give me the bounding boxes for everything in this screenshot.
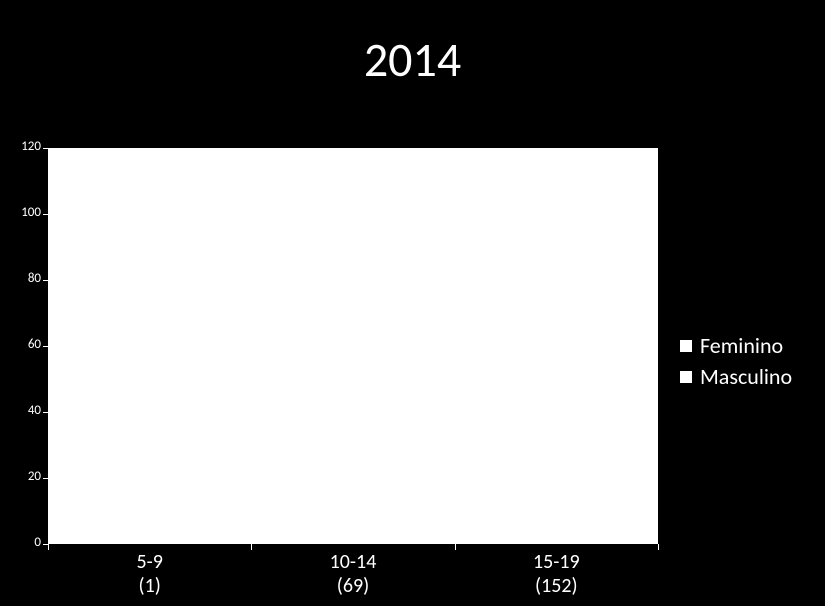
legend-item: Feminino: [680, 332, 792, 359]
ytick-label: 40: [9, 403, 41, 418]
xtick-label: 10-14 (69): [251, 550, 454, 598]
xtick-mark: [658, 544, 659, 550]
ytick-mark: [43, 478, 48, 479]
legend: Feminino Masculino: [680, 332, 792, 394]
ytick-label: 20: [9, 469, 41, 484]
legend-label: Feminino: [700, 332, 783, 359]
legend-swatch: [680, 371, 692, 383]
chart-title: 2014: [0, 30, 825, 89]
ytick-mark: [43, 148, 48, 149]
plot-area: [48, 148, 658, 544]
chart-root: 2014 0 20 40 60 80 100 120 5-9 (1)10-14 (69)15…: [0, 0, 825, 606]
ytick-label: 0: [9, 535, 41, 550]
ytick-label: 60: [9, 337, 41, 352]
ytick-mark: [43, 346, 48, 347]
xtick-label: 5-9 (1): [48, 550, 251, 598]
ytick-mark: [43, 214, 48, 215]
legend-swatch: [680, 340, 692, 352]
xtick-label: 15-19 (152): [455, 550, 658, 598]
legend-item: Masculino: [680, 363, 792, 390]
legend-label: Masculino: [700, 363, 792, 390]
ytick-label: 120: [9, 139, 41, 154]
ytick-label: 100: [9, 205, 41, 220]
ytick-mark: [43, 280, 48, 281]
ytick-mark: [43, 412, 48, 413]
ytick-label: 80: [9, 271, 41, 286]
